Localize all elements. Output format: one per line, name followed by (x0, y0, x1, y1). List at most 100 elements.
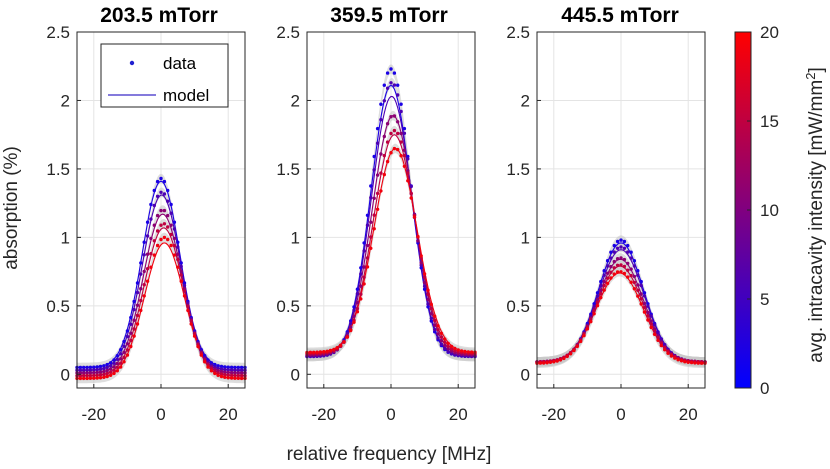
data-point (196, 344, 200, 349)
data-point (182, 283, 187, 288)
y-tick-label: 2 (291, 91, 300, 110)
colorbar-tick-label: 20 (760, 23, 779, 42)
data-point (182, 289, 187, 293)
data-point (112, 368, 116, 372)
data-point (142, 283, 146, 287)
data-point (362, 241, 366, 245)
data-point (176, 245, 180, 249)
data-point (159, 208, 163, 213)
data-point (119, 348, 123, 352)
y-tick-label: 0.5 (276, 297, 300, 316)
data-point (446, 349, 450, 354)
data-point (152, 203, 156, 208)
data-point (545, 361, 549, 365)
data-point (92, 373, 96, 378)
data-point (652, 332, 657, 336)
data-point (582, 333, 586, 338)
data-point (82, 373, 86, 378)
data-point (389, 151, 393, 155)
data-point (179, 279, 183, 283)
data-point (622, 239, 627, 244)
data-point (605, 276, 610, 280)
data-point (135, 290, 140, 295)
data-point (636, 283, 640, 287)
data-point (345, 335, 349, 339)
data-point (433, 318, 437, 323)
data-point (236, 368, 240, 372)
data-point (449, 347, 454, 351)
data-point (592, 312, 596, 316)
data-point (176, 265, 180, 269)
data-point (379, 118, 383, 122)
colorbar-tick-label: 0 (760, 379, 769, 398)
data-point (122, 355, 126, 360)
x-tick-label: -20 (82, 405, 107, 424)
data-point (135, 313, 140, 318)
data-point (129, 331, 133, 335)
data-point (365, 256, 370, 260)
data-point (619, 238, 623, 242)
data-point (392, 146, 397, 151)
data-point (538, 361, 543, 365)
legend-data-marker (129, 60, 135, 66)
data-point (459, 349, 464, 353)
data-point (602, 279, 606, 284)
data-point (406, 169, 410, 173)
data-point (406, 157, 410, 161)
data-point (436, 324, 440, 328)
data-point (446, 344, 450, 348)
data-point (132, 327, 136, 331)
data-point (142, 240, 146, 244)
data-point (615, 263, 620, 267)
data-point (683, 360, 687, 364)
data-point (592, 304, 596, 308)
data-point (385, 140, 390, 144)
data-point (642, 301, 647, 306)
data-point (223, 370, 227, 374)
x-tick-label: 0 (616, 405, 625, 424)
data-point (166, 237, 170, 242)
y-tick-label: 2 (61, 91, 70, 110)
data-point (362, 249, 366, 253)
data-point (226, 370, 230, 375)
data-point (639, 292, 643, 296)
data-point (422, 272, 427, 276)
data-point (592, 302, 596, 306)
data-point (599, 292, 603, 296)
data-point (115, 369, 120, 373)
x-tick-label: 20 (219, 405, 238, 424)
data-point (122, 339, 126, 344)
data-point (105, 365, 109, 370)
data-point (352, 320, 356, 324)
data-point (125, 348, 130, 352)
data-point (416, 239, 420, 243)
data-point (78, 374, 83, 378)
data-point (636, 273, 640, 277)
data-point (362, 282, 366, 286)
data-point (166, 188, 170, 193)
panel-title-3: 445.5 mTorr (561, 4, 679, 27)
data-point (108, 361, 113, 365)
data-point (162, 192, 167, 196)
data-point (595, 297, 600, 302)
data-point (392, 83, 397, 87)
data-point (602, 283, 606, 288)
data-point (108, 373, 113, 377)
colorbar-label: avg. intracavity intensity [mW/mm2] (803, 67, 828, 362)
colorbar-tick-label: 5 (760, 290, 769, 309)
data-point (568, 352, 573, 356)
data-point (659, 343, 663, 348)
data-point (92, 371, 96, 375)
data-point (622, 264, 627, 269)
data-point (166, 213, 170, 218)
data-point (122, 350, 126, 354)
data-point (176, 252, 180, 256)
panel-title-2: 359.5 mTorr (330, 4, 448, 27)
x-axis-label: relative frequency [MHz] (287, 444, 492, 465)
data-point (152, 239, 156, 243)
data-point (463, 349, 467, 354)
data-point (696, 361, 700, 365)
data-point (162, 179, 167, 184)
data-point (135, 303, 140, 307)
data-point (145, 279, 150, 283)
